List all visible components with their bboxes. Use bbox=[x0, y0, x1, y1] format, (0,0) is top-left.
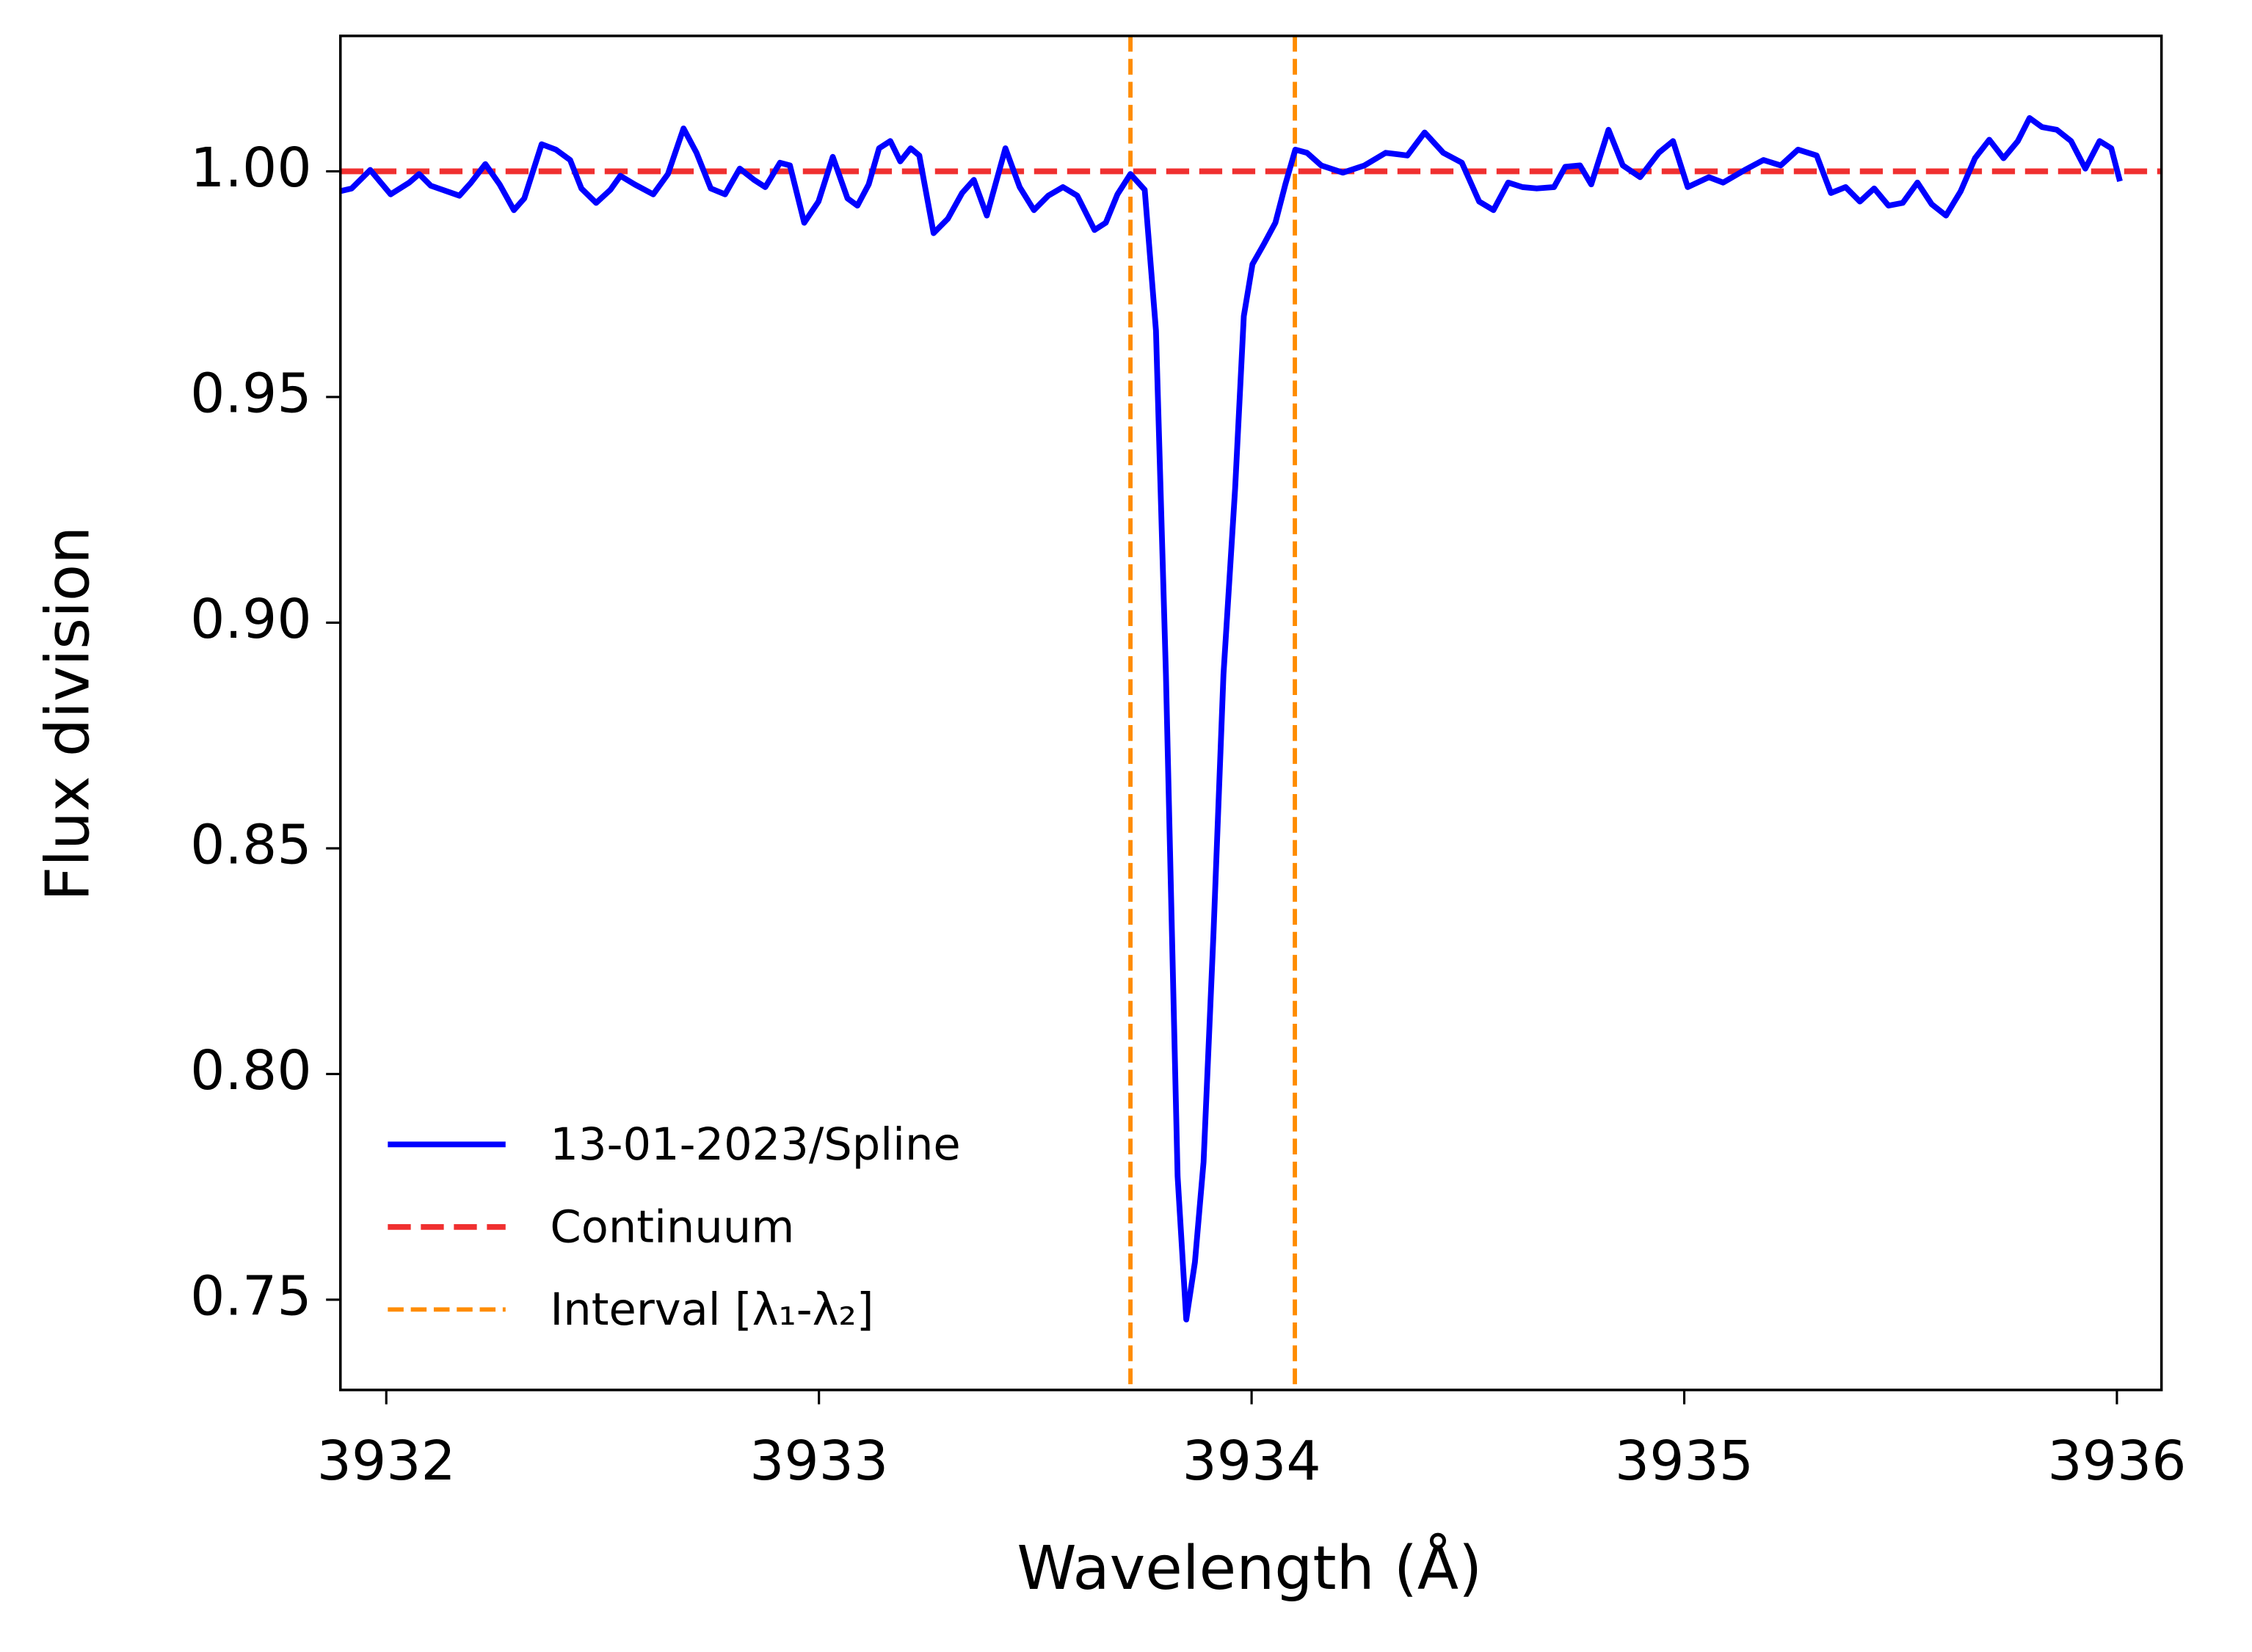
y-tick-label: 0.90 bbox=[190, 587, 312, 651]
y-tick-label: 1.00 bbox=[190, 136, 312, 200]
x-axis-label: Wavelength (Å) bbox=[1017, 1533, 1482, 1604]
y-tick-label: 0.95 bbox=[190, 361, 312, 425]
x-tick-label: 3935 bbox=[1615, 1429, 1754, 1493]
plot-frame bbox=[339, 34, 2163, 1391]
legend-label: 13-01-2023/Spline bbox=[550, 1119, 960, 1171]
y-axis-label: Flux division bbox=[33, 526, 103, 901]
x-tick-label: 3934 bbox=[1183, 1429, 1321, 1493]
x-tick-label: 3932 bbox=[317, 1429, 456, 1493]
spectrum-line bbox=[339, 114, 2123, 1322]
x-tick-label: 3936 bbox=[2047, 1429, 2186, 1493]
x-tick-label: 3933 bbox=[749, 1429, 888, 1493]
legend-label: Interval [λ₁-λ₂] bbox=[550, 1284, 873, 1336]
y-tick-label: 0.85 bbox=[190, 812, 312, 876]
y-tick-label: 0.75 bbox=[190, 1264, 312, 1328]
legend-label: Continuum bbox=[550, 1201, 794, 1253]
y-tick-label: 0.80 bbox=[190, 1038, 312, 1102]
